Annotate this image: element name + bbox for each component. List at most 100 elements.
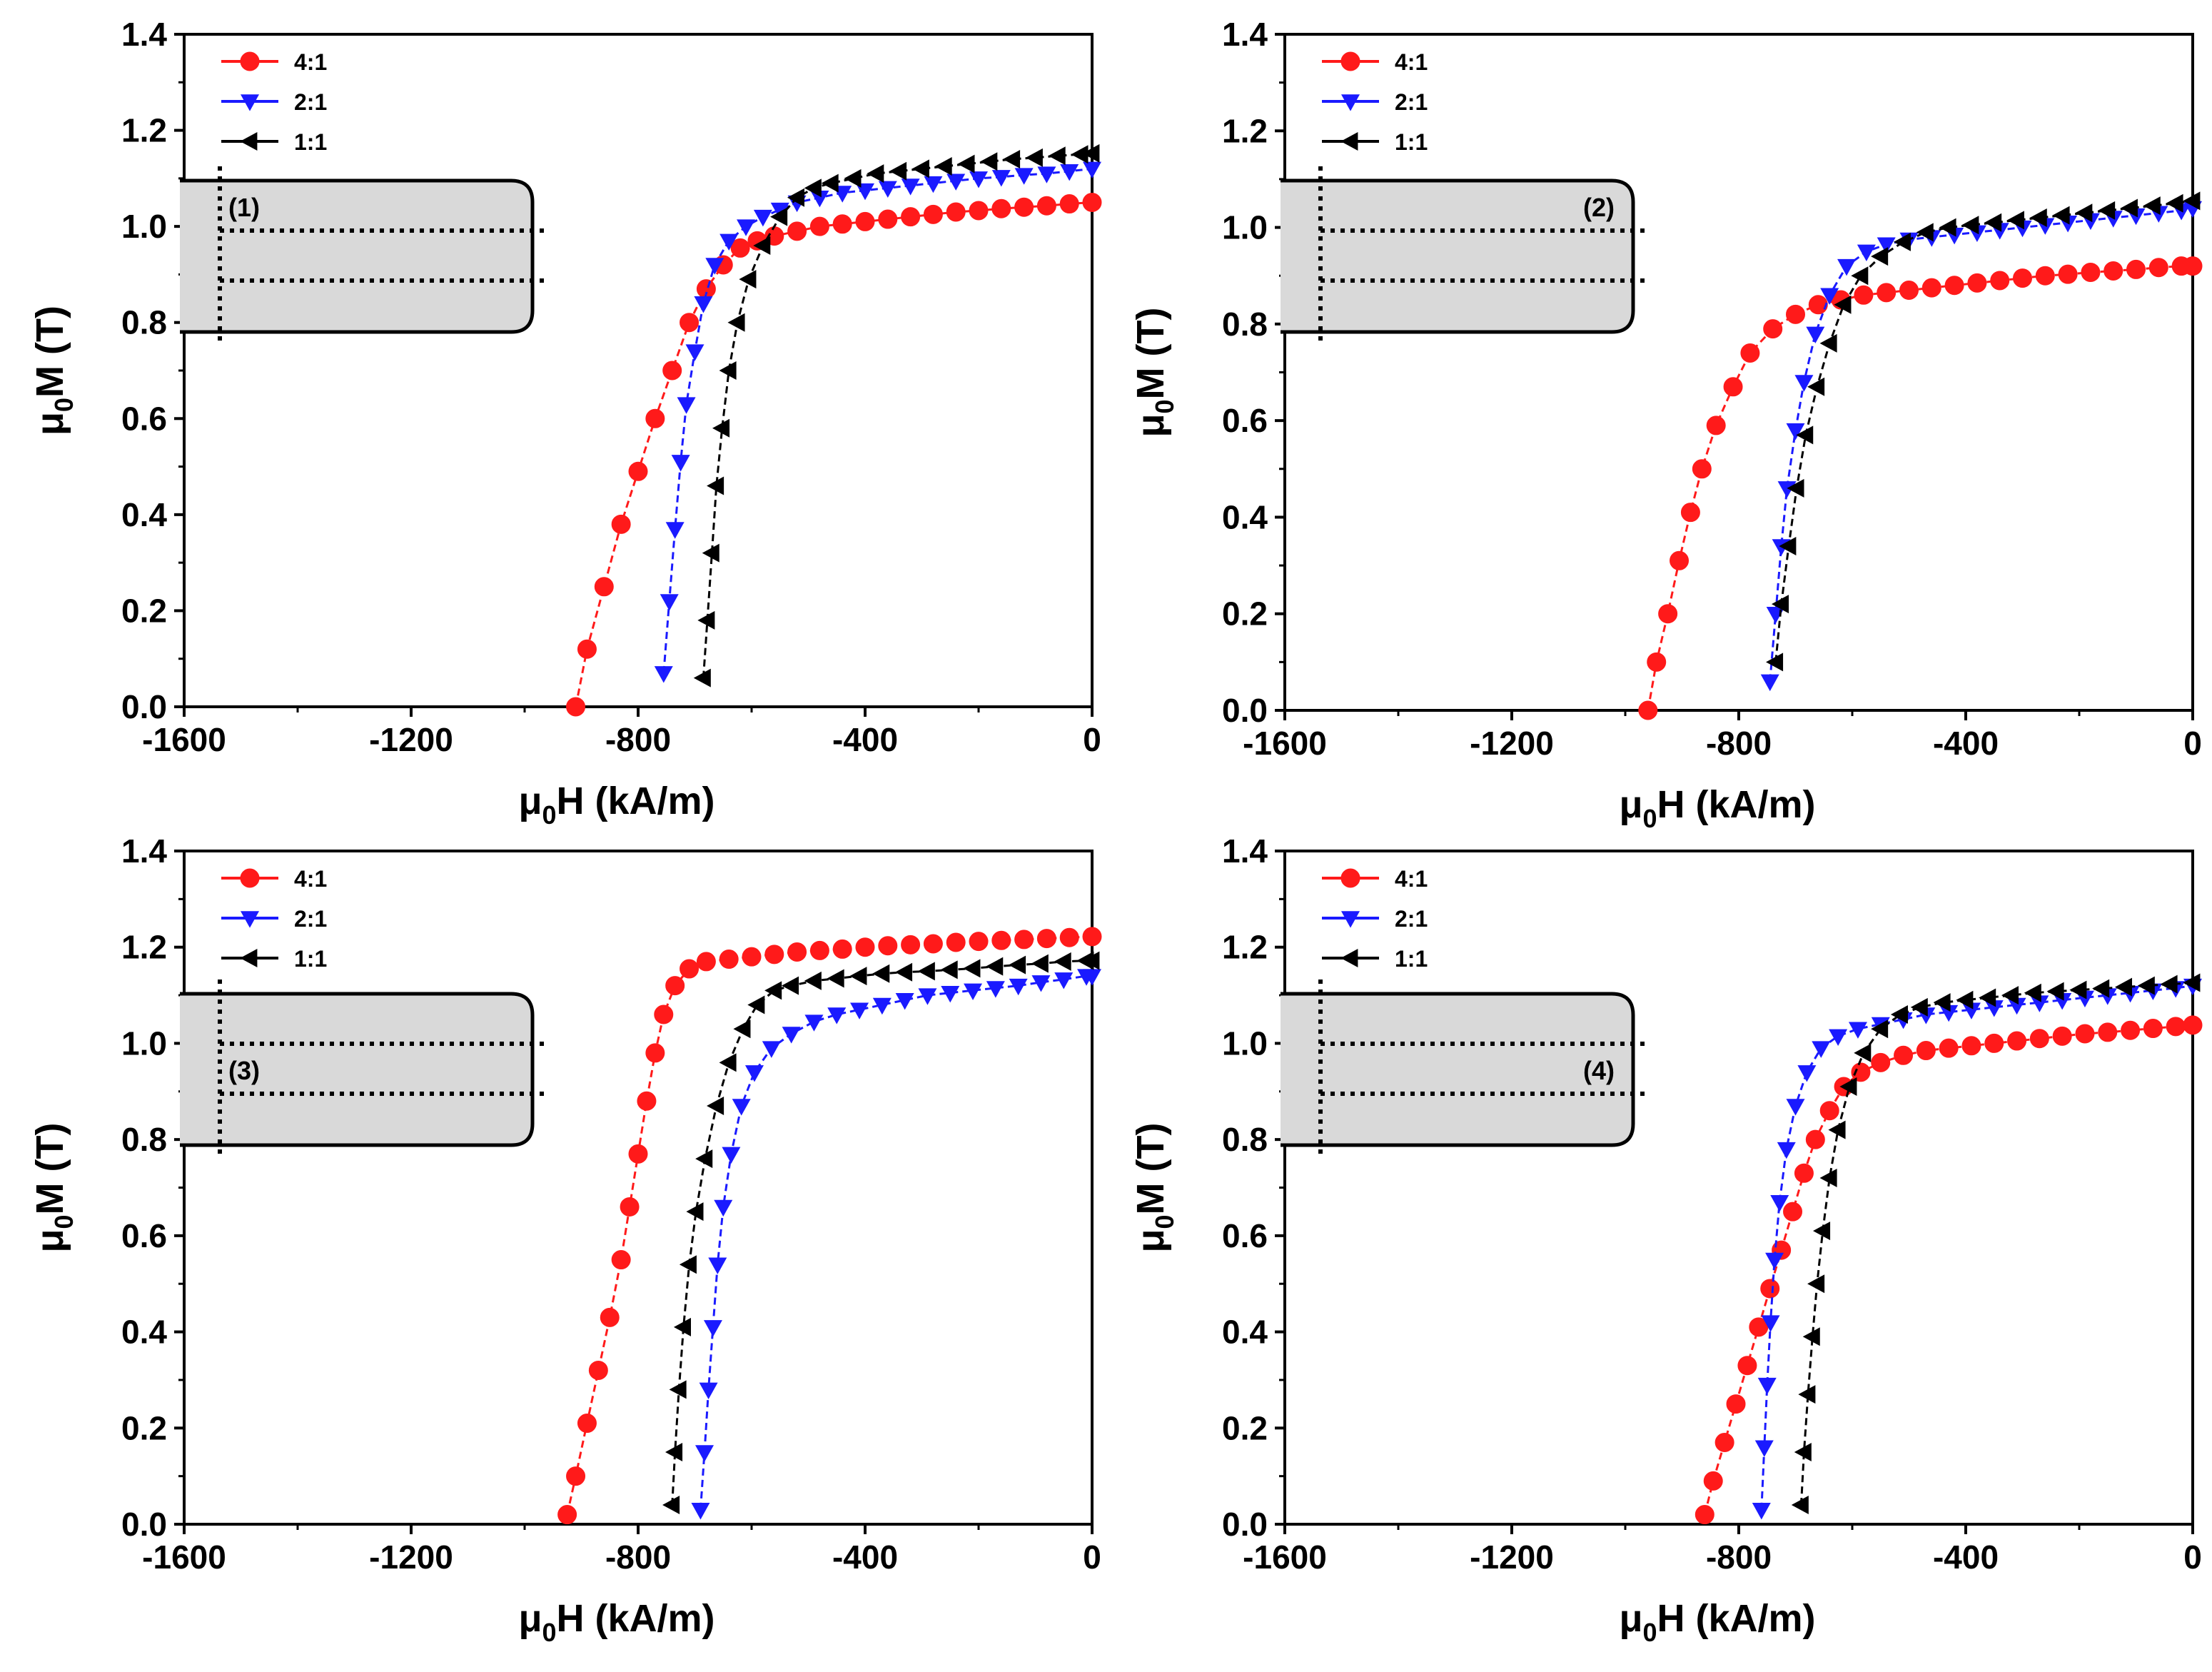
data-point: [739, 270, 757, 289]
data-point: [1939, 1004, 1959, 1022]
data-point: [764, 945, 784, 965]
data-point: [1939, 218, 1956, 237]
data-point: [695, 1149, 713, 1169]
data-point: [691, 1503, 710, 1520]
data-point: [1763, 319, 1783, 339]
legend-marker: [1340, 949, 1358, 967]
data-point: [2098, 1022, 2118, 1042]
data-point: [2183, 1015, 2203, 1035]
data-point: [941, 985, 960, 1003]
y-tick-label: 0.8: [121, 1121, 167, 1158]
data-point: [600, 1307, 620, 1327]
data-point: [821, 173, 839, 193]
data-point: [680, 959, 700, 979]
data-point: [991, 198, 1011, 218]
data-point: [2052, 1026, 2072, 1046]
inset-box: [1281, 992, 1635, 1147]
series-line: [575, 201, 1093, 707]
y-tick-label: 0.2: [121, 592, 167, 629]
data-point: [1054, 972, 1074, 989]
data-point: [1839, 1077, 1857, 1097]
data-point: [2183, 191, 2201, 211]
data-point: [1714, 1432, 1734, 1452]
data-point: [1796, 425, 1814, 445]
data-point: [645, 408, 665, 428]
data-point: [628, 1144, 648, 1164]
data-point: [2029, 208, 2047, 228]
data-point: [2053, 993, 2072, 1010]
data-point: [901, 935, 921, 955]
legend-marker: [240, 868, 260, 888]
data-point: [1703, 1471, 1723, 1491]
data-point: [1082, 143, 1100, 163]
data-point: [747, 995, 765, 1014]
x-axis-label: μ0H (kA/m): [1619, 783, 1815, 833]
data-point: [1740, 343, 1760, 363]
data-point: [566, 697, 586, 717]
data-point: [1695, 1505, 1714, 1525]
data-point: [1910, 997, 1928, 1017]
series-1-1: [1766, 191, 2201, 672]
data-point: [1944, 276, 1964, 296]
data-point: [1794, 1163, 1814, 1183]
data-point: [2058, 264, 2078, 284]
data-point: [2160, 975, 2178, 994]
series-line: [1760, 984, 2193, 1510]
data-point: [677, 397, 696, 414]
data-point: [1854, 285, 1874, 305]
data-point: [770, 207, 788, 226]
data-point: [2013, 268, 2032, 288]
data-point: [2006, 211, 2024, 230]
data-point: [1014, 168, 1034, 185]
series-line: [702, 152, 1093, 678]
data-point: [671, 455, 690, 472]
inset-schematic: (3): [180, 979, 548, 1155]
legend-label: 4:1: [1395, 49, 1428, 75]
data-point: [1726, 1394, 1746, 1414]
data-point: [697, 610, 715, 630]
inset-schematic: (4): [1281, 979, 1649, 1155]
series-2-1: [654, 161, 1101, 683]
data-point: [2143, 1019, 2163, 1039]
data-point: [722, 1147, 741, 1164]
data-point: [557, 1505, 577, 1525]
data-point: [1894, 1045, 1914, 1065]
y-tick-label: 0.6: [121, 1217, 167, 1254]
data-point: [957, 154, 975, 173]
data-point: [1834, 295, 1852, 314]
y-tick-label: 0.0: [121, 1506, 167, 1543]
legend: 4:1 2:1 1:1: [1322, 866, 1428, 972]
y-tick-label: 0.2: [1222, 595, 1268, 633]
data-point: [1037, 166, 1056, 183]
data-point: [809, 216, 829, 236]
data-point: [1829, 1029, 1848, 1046]
inset-label: (1): [228, 193, 260, 222]
x-axis-label: μ0H (kA/m): [518, 1597, 714, 1647]
data-point: [1820, 288, 1839, 305]
data-point: [1737, 1356, 1757, 1376]
inset-label: (4): [1583, 1056, 1615, 1085]
data-point: [1638, 700, 1658, 720]
data-point: [662, 1496, 680, 1515]
data-point: [566, 1466, 586, 1486]
data-point: [637, 1091, 657, 1111]
data-point: [654, 666, 673, 683]
legend-label: 1:1: [1395, 946, 1428, 972]
legend-label: 2:1: [294, 89, 327, 115]
chart-panel-3: -1600 -1200 -800 -400 0 0.0 0.2 0.4 0.6 0.8 1.0 1.2…: [29, 832, 1102, 1647]
data-point: [1848, 1022, 1867, 1039]
legend-marker: [1341, 911, 1360, 928]
y-tick-label: 0.8: [1222, 306, 1268, 343]
data-point: [1692, 459, 1712, 479]
series-line: [1799, 982, 2193, 1506]
data-point: [1777, 481, 1797, 498]
data-point: [809, 940, 829, 960]
data-point: [2046, 982, 2064, 1001]
data-point: [679, 1255, 697, 1274]
legend-marker: [241, 94, 259, 111]
y-tick-label: 0.4: [1222, 498, 1268, 535]
data-point: [694, 296, 713, 313]
y-tick-label: 0.6: [121, 400, 167, 437]
data-point: [1798, 1385, 1816, 1404]
inset-box: [1281, 178, 1635, 334]
